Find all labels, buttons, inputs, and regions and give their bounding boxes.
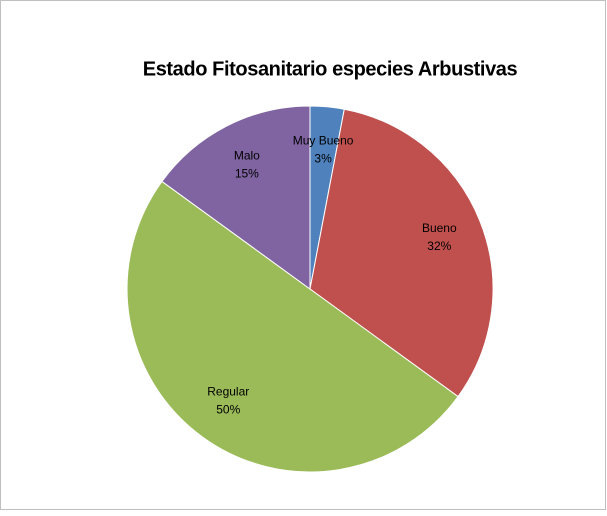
data-labels: Muy Bueno 3% Bueno 32% Regular 50% Malo 15% [207,134,457,417]
pie-slice [126,180,459,473]
slice-value-label: 32% [427,239,451,253]
pie-slice [161,105,311,290]
slice-category-label: Bueno [422,221,457,235]
slice-value-label: 50% [216,403,240,417]
chart-title: Estado Fitosanitario especies Arbustivas [143,58,518,80]
slice-value-label: 3% [314,152,332,166]
slice-category-label: Muy Bueno [293,134,354,148]
pie [126,105,494,473]
slice-category-label: Regular [207,385,249,399]
pie-slice [309,108,494,398]
slice-category-label: Malo [234,148,260,162]
slice-value-label: 15% [235,166,259,180]
